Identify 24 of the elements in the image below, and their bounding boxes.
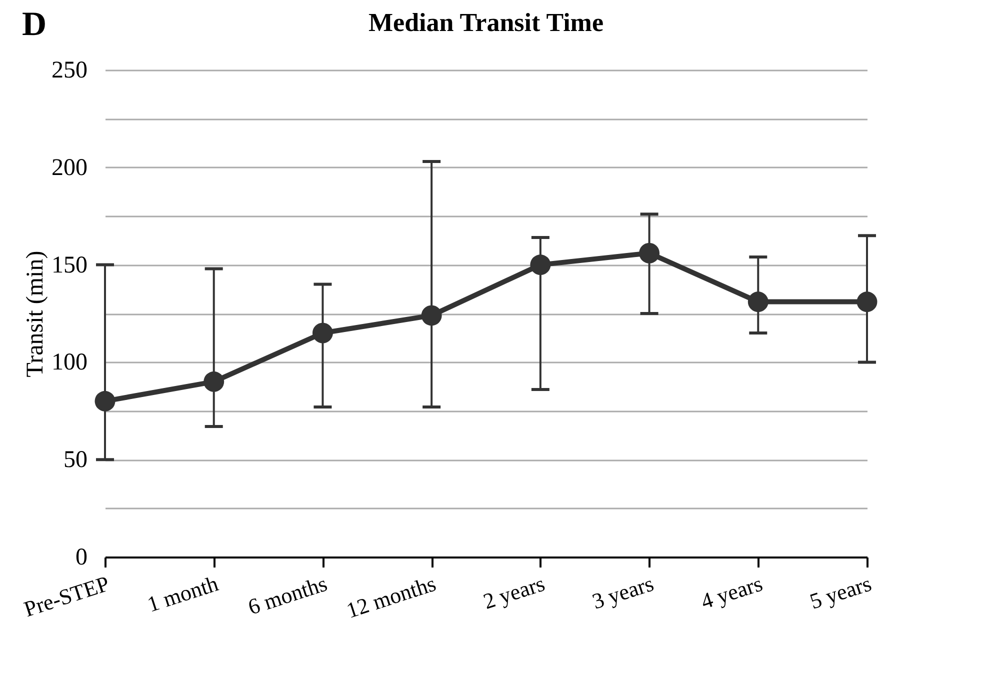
chart-title: Median Transit Time [368, 8, 604, 37]
point [530, 254, 551, 276]
x-tick-label: 5 years [806, 570, 874, 614]
text: D [22, 6, 47, 44]
y-tick-label: 100 [52, 350, 88, 376]
x-tick-label: 2 years [480, 570, 548, 614]
y-tick-label: 0 [76, 544, 88, 570]
y-tick-label: 50 [64, 447, 88, 474]
point [421, 305, 442, 326]
y-tick-label: 200 [52, 154, 88, 181]
x-tick-label: 12 months [343, 570, 439, 623]
x-tick-label: 4 years [698, 570, 766, 614]
x-tick-label: 6 months [244, 570, 330, 620]
point [748, 292, 768, 312]
y-axis-title: Transit (min) [22, 250, 48, 378]
y-tick-label: 150 [52, 252, 88, 278]
point [94, 390, 116, 412]
x-tick-label: 3 years [589, 570, 657, 614]
point [312, 322, 333, 344]
point [639, 242, 660, 264]
point [856, 292, 878, 312]
y-tick-label: 250 [52, 58, 88, 84]
x-tick-label: 1 month [144, 570, 222, 617]
point [204, 371, 224, 392]
